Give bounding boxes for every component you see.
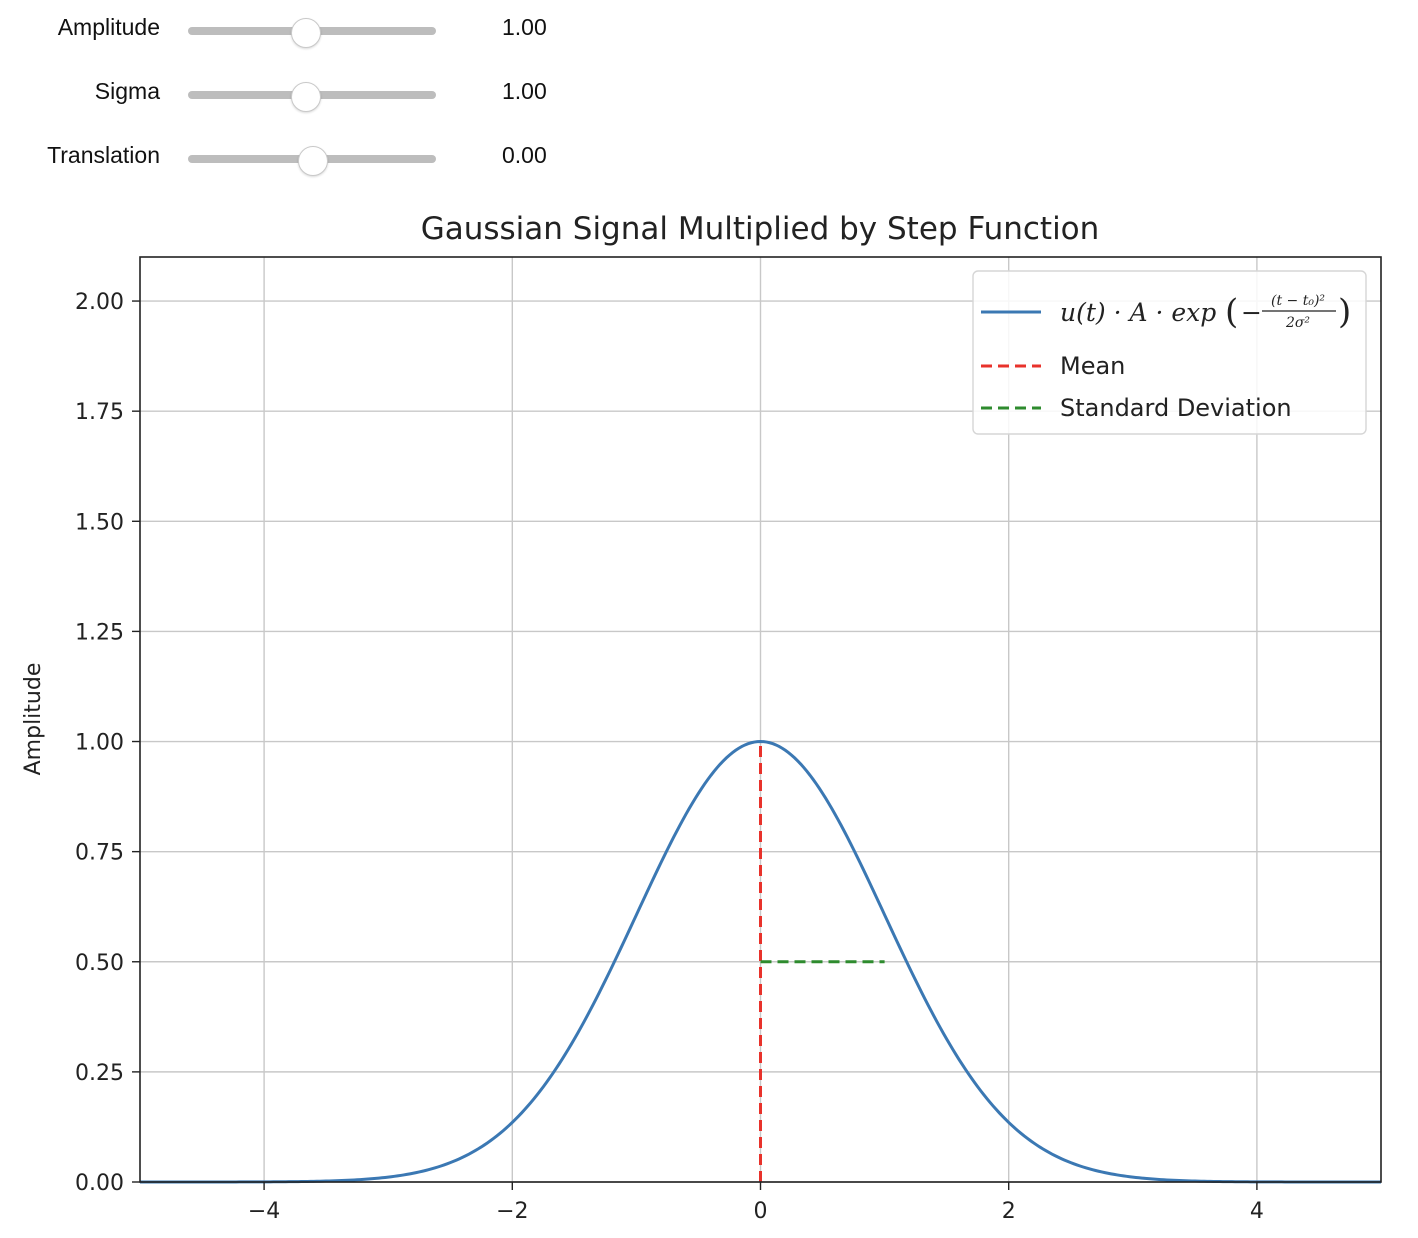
axis-ticks: −4 −2 0 2 4 0.00 0.25 0.50 0.75 1.00 1.25 1.50 1.75 2… [75,290,1264,1224]
y-tick-label: 1.50 [75,510,124,535]
amplitude-slider-thumb[interactable] [290,18,321,48]
y-tick-label: 0.25 [75,1061,124,1086]
sigma-slider-value: 1.00 [502,78,547,104]
translation-slider-row: Translation 0.00 [0,132,600,176]
translation-slider[interactable] [188,146,436,176]
gaussian-chart: Gaussian Signal Multiplied by Step Funct… [21,211,1382,1224]
series-layer [140,740,1381,1184]
y-tick-label: 0.50 [75,951,124,976]
translation-slider-thumb[interactable] [298,146,328,176]
legend-denominator: 2σ² [1285,315,1310,331]
amplitude-slider-row: Amplitude 1.00 [0,4,600,48]
y-tick-label: 1.25 [75,620,124,645]
chart-title: Gaussian Signal Multiplied by Step Funct… [421,211,1100,247]
sigma-slider-thumb[interactable] [290,82,321,112]
translation-slider-value: 0.00 [502,142,547,168]
legend-paren-open: ( [1225,292,1238,332]
x-tick-label: −2 [496,1199,528,1224]
gaussian-curve [140,740,1381,1184]
y-tick-label: 1.00 [75,731,124,756]
y-tick-label: 2.00 [75,290,124,315]
amplitude-slider[interactable] [188,18,436,48]
y-tick-label: 0.75 [75,841,124,866]
sigma-slider-label: Sigma [94,78,160,104]
y-axis-label: Amplitude [21,663,46,776]
legend-label-formula: u(t) · A · exp (− (t − t₀)² 2σ²) [1060,292,1351,332]
x-tick-label: −4 [248,1199,280,1224]
legend-minus: − [1241,298,1262,327]
y-tick-label: 0.00 [75,1171,124,1196]
legend: u(t) · A · exp (− (t − t₀)² 2σ²) Mean Standar… [972,270,1367,435]
sigma-slider[interactable] [188,82,436,112]
legend-label: Standard Deviation [1060,394,1292,422]
sigma-slider-row: Sigma 1.00 [0,68,600,112]
legend-formula-main: u(t) · A · exp [1060,298,1216,327]
translation-slider-label: Translation [47,142,160,168]
amplitude-slider-label: Amplitude [57,14,160,40]
legend-paren-close: ) [1338,292,1351,332]
amplitude-slider-value: 1.00 [502,14,547,40]
x-tick-label: 4 [1250,1199,1264,1224]
legend-label: Mean [1060,352,1125,380]
legend-box [972,270,1367,435]
x-tick-label: 0 [754,1199,768,1224]
y-tick-label: 1.75 [75,400,124,425]
legend-numerator: (t − t₀)² [1271,293,1325,309]
x-tick-label: 2 [1002,1199,1016,1224]
